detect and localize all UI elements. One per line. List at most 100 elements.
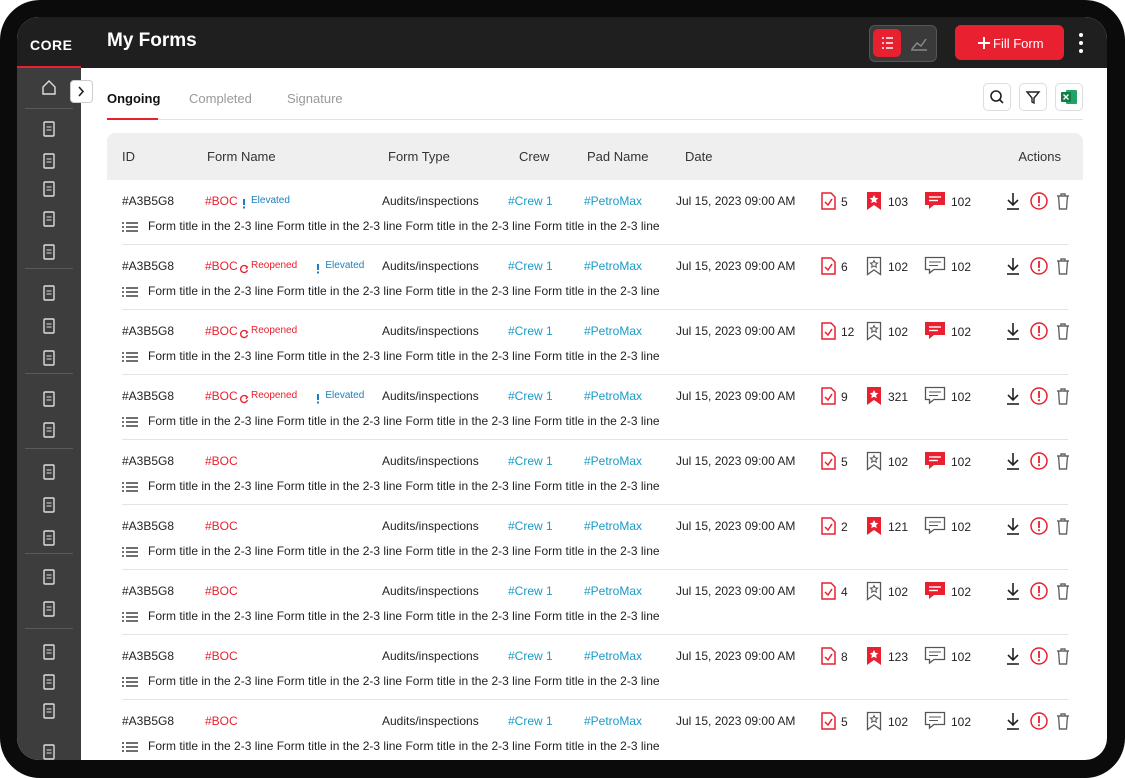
sidebar-icon[interactable] [40, 210, 58, 228]
excel-export-button[interactable] [1055, 83, 1083, 111]
sidebar-icon[interactable] [40, 463, 58, 481]
checklist-icon[interactable] [819, 386, 837, 406]
crew[interactable]: #Crew 1 [508, 259, 553, 273]
checklist-icon[interactable] [819, 256, 837, 276]
info-icon[interactable] [1029, 581, 1049, 601]
checklist-icon[interactable] [819, 581, 837, 601]
crew[interactable]: #Crew 1 [508, 519, 553, 533]
info-icon[interactable] [1029, 191, 1049, 211]
crew[interactable]: #Crew 1 [508, 649, 553, 663]
form-name[interactable]: #BOC [205, 194, 238, 208]
sidebar-icon[interactable] [40, 152, 58, 170]
bookmark-icon[interactable] [866, 711, 882, 731]
info-icon[interactable] [1029, 386, 1049, 406]
pad-name[interactable]: #PetroMax [584, 519, 643, 533]
info-icon[interactable] [1029, 256, 1049, 276]
tab[interactable]: Ongoing [107, 91, 161, 106]
sidebar-icon[interactable] [40, 600, 58, 618]
sidebar-icon[interactable] [40, 120, 58, 138]
bookmark-icon[interactable] [866, 256, 882, 276]
tab[interactable]: Signature [287, 91, 343, 106]
checklist-icon[interactable] [819, 646, 837, 666]
bookmark-icon[interactable] [866, 191, 882, 211]
comment-icon[interactable] [924, 451, 946, 471]
tab[interactable]: Completed [189, 91, 252, 106]
sidebar-icon[interactable] [40, 743, 58, 760]
form-name[interactable]: #BOC [205, 389, 238, 403]
form-name[interactable]: #BOC [205, 454, 238, 468]
sidebar-icon[interactable] [40, 180, 58, 198]
checklist-icon[interactable] [819, 711, 837, 731]
sidebar-icon[interactable] [40, 421, 58, 439]
logo[interactable]: CORE [30, 37, 73, 53]
info-icon[interactable] [1029, 516, 1049, 536]
download-icon[interactable] [1004, 321, 1022, 341]
pad-name[interactable]: #PetroMax [584, 194, 643, 208]
bookmark-icon[interactable] [866, 646, 882, 666]
delete-icon[interactable] [1054, 321, 1072, 341]
pad-name[interactable]: #PetroMax [584, 714, 643, 728]
delete-icon[interactable] [1054, 516, 1072, 536]
pad-name[interactable]: #PetroMax [584, 259, 643, 273]
form-name[interactable]: #BOC [205, 714, 238, 728]
checklist-icon[interactable] [819, 516, 837, 536]
download-icon[interactable] [1004, 256, 1022, 276]
list-view-button[interactable] [873, 29, 901, 57]
crew[interactable]: #Crew 1 [508, 584, 553, 598]
sidebar-icon[interactable] [40, 702, 58, 720]
crew[interactable]: #Crew 1 [508, 454, 553, 468]
bookmark-icon[interactable] [866, 581, 882, 601]
bookmark-icon[interactable] [866, 516, 882, 536]
comment-icon[interactable] [924, 321, 946, 341]
info-icon[interactable] [1029, 646, 1049, 666]
chart-view-button[interactable] [905, 29, 933, 57]
checklist-icon[interactable] [819, 321, 837, 341]
filter-button[interactable] [1019, 83, 1047, 111]
crew[interactable]: #Crew 1 [508, 714, 553, 728]
sidebar-icon[interactable] [40, 78, 58, 96]
crew[interactable]: #Crew 1 [508, 324, 553, 338]
comment-icon[interactable] [924, 646, 946, 666]
fill-form-button[interactable]: Fill Form [955, 25, 1064, 60]
comment-icon[interactable] [924, 256, 946, 276]
comment-icon[interactable] [924, 516, 946, 536]
sidebar-icon[interactable] [40, 349, 58, 367]
more-menu[interactable] [1077, 32, 1085, 54]
comment-icon[interactable] [924, 711, 946, 731]
sidebar-icon[interactable] [40, 390, 58, 408]
info-icon[interactable] [1029, 321, 1049, 341]
delete-icon[interactable] [1054, 581, 1072, 601]
delete-icon[interactable] [1054, 451, 1072, 471]
crew[interactable]: #Crew 1 [508, 389, 553, 403]
sidebar-icon[interactable] [40, 317, 58, 335]
download-icon[interactable] [1004, 711, 1022, 731]
pad-name[interactable]: #PetroMax [584, 324, 643, 338]
form-name[interactable]: #BOC [205, 649, 238, 663]
sidebar-icon[interactable] [40, 243, 58, 261]
delete-icon[interactable] [1054, 711, 1072, 731]
info-icon[interactable] [1029, 451, 1049, 471]
checklist-icon[interactable] [819, 451, 837, 471]
download-icon[interactable] [1004, 386, 1022, 406]
sidebar-icon[interactable] [40, 643, 58, 661]
sidebar-icon[interactable] [40, 529, 58, 547]
download-icon[interactable] [1004, 191, 1022, 211]
comment-icon[interactable] [924, 191, 946, 211]
crew[interactable]: #Crew 1 [508, 194, 553, 208]
form-name[interactable]: #BOC [205, 324, 238, 338]
search-button[interactable] [983, 83, 1011, 111]
delete-icon[interactable] [1054, 256, 1072, 276]
comment-icon[interactable] [924, 581, 946, 601]
comment-icon[interactable] [924, 386, 946, 406]
delete-icon[interactable] [1054, 191, 1072, 211]
pad-name[interactable]: #PetroMax [584, 649, 643, 663]
sidebar-icon[interactable] [40, 568, 58, 586]
delete-icon[interactable] [1054, 386, 1072, 406]
download-icon[interactable] [1004, 646, 1022, 666]
bookmark-icon[interactable] [866, 386, 882, 406]
info-icon[interactable] [1029, 711, 1049, 731]
checklist-icon[interactable] [819, 191, 837, 211]
download-icon[interactable] [1004, 581, 1022, 601]
download-icon[interactable] [1004, 451, 1022, 471]
delete-icon[interactable] [1054, 646, 1072, 666]
